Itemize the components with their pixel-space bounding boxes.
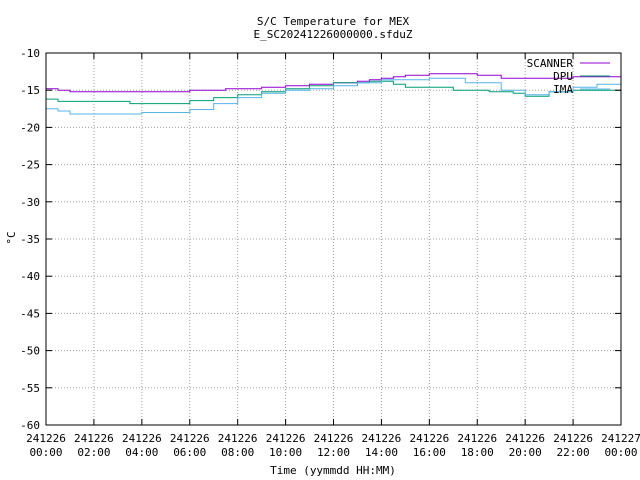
x-tick-time: 20:00	[509, 446, 542, 459]
x-axis-label: Time (yymmdd HH:MM)	[270, 464, 396, 477]
x-tick-time: 16:00	[413, 446, 446, 459]
series-line-ima	[46, 77, 621, 115]
x-tick-date: 241226	[266, 432, 306, 445]
label-layer: S/C Temperature for MEX E_SC202412260000…	[5, 15, 413, 477]
series-layer	[46, 73, 622, 115]
y-tick-label: -60	[20, 419, 40, 432]
x-tick-time: 00:00	[29, 446, 62, 459]
x-tick-date: 241226	[122, 432, 162, 445]
x-tick-time: 04:00	[125, 446, 158, 459]
x-tick-date: 241226	[170, 432, 210, 445]
x-tick-date: 241226	[409, 432, 449, 445]
x-tick-time: 02:00	[77, 446, 110, 459]
x-tick-date: 241226	[314, 432, 354, 445]
legend-label: DPU	[553, 70, 573, 83]
y-tick-label: -25	[20, 159, 40, 172]
x-tick-time: 08:00	[221, 446, 254, 459]
y-tick-label: -35	[20, 233, 40, 246]
legend-label: IMA	[553, 83, 573, 96]
x-tick-time: 06:00	[173, 446, 206, 459]
x-tick-date: 241226	[457, 432, 497, 445]
x-tick-time: 22:00	[557, 446, 590, 459]
grid-layer	[46, 53, 621, 425]
chart-title: S/C Temperature for MEX	[257, 15, 410, 28]
x-tick-date: 241226	[218, 432, 258, 445]
y-tick-label: -40	[20, 270, 40, 283]
x-tick-date: 241226	[505, 432, 545, 445]
y-tick-label: -15	[20, 84, 40, 97]
y-tick-label: -20	[20, 121, 40, 134]
x-tick-date: 241226	[553, 432, 593, 445]
x-tick-time: 00:00	[604, 446, 637, 459]
x-tick-date: 241226	[26, 432, 66, 445]
y-tick-label: -30	[20, 196, 40, 209]
y-tick-label: -10	[20, 47, 40, 60]
tick-layer: -10-15-20-25-30-35-40-45-50-55-602412260…	[20, 47, 640, 459]
y-axis-label: °C	[5, 231, 18, 244]
x-tick-date: 241227	[601, 432, 640, 445]
chart-subtitle: E_SC20241226000000.sfduZ	[254, 28, 413, 41]
y-tick-label: -55	[20, 382, 40, 395]
legend-label: SCANNER	[527, 57, 574, 70]
x-tick-date: 241226	[362, 432, 402, 445]
x-tick-time: 14:00	[365, 446, 398, 459]
y-tick-label: -45	[20, 307, 40, 320]
x-tick-time: 12:00	[317, 446, 350, 459]
y-tick-label: -50	[20, 345, 40, 358]
x-tick-time: 10:00	[269, 446, 302, 459]
x-tick-date: 241226	[74, 432, 114, 445]
x-tick-time: 18:00	[461, 446, 494, 459]
